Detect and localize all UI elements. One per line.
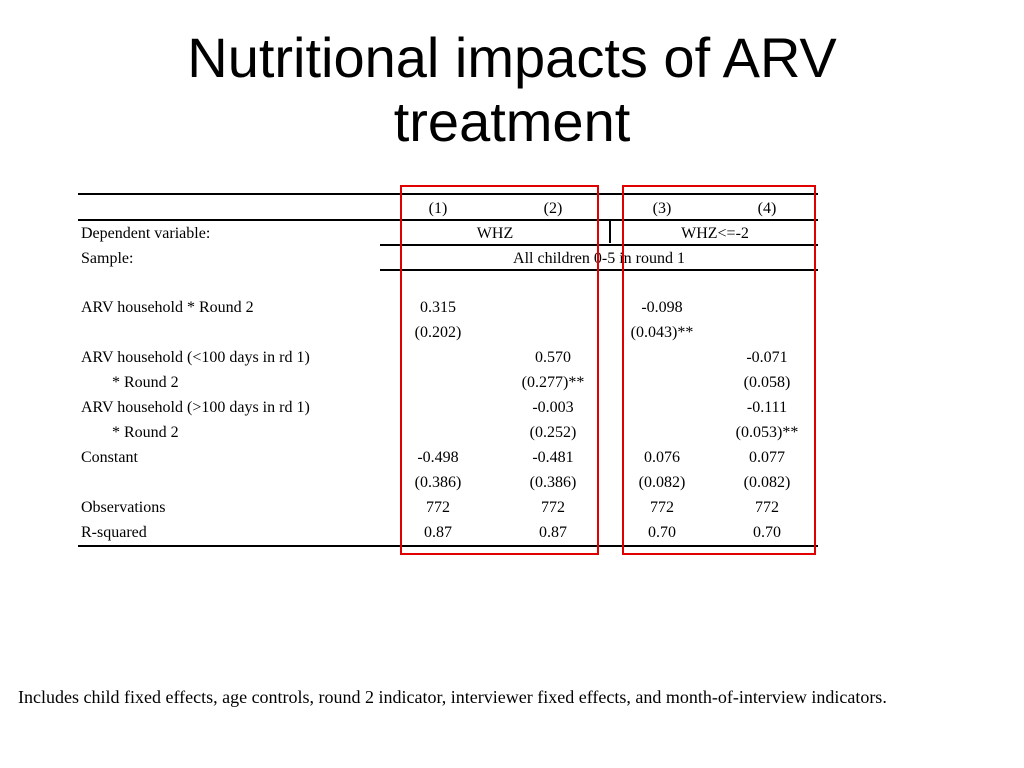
table-cell-col-2: -0.481 <box>532 449 574 466</box>
highlight-box-columns-1-2 <box>400 185 599 555</box>
dependent-variable-right: WHZ<=-2 <box>681 225 749 242</box>
table-cell-col-2: (0.277)** <box>521 374 585 391</box>
table-cell-col-4: (0.058) <box>743 374 791 391</box>
table-dependent-rule <box>380 244 818 246</box>
table-cell-col-3: 772 <box>650 499 674 516</box>
dependent-variable-label: Dependent variable: <box>81 225 211 242</box>
table-cell-col-3: 0.70 <box>648 524 676 541</box>
table-top-rule <box>78 193 818 195</box>
row-label: Observations <box>81 499 166 516</box>
table-cell-col-3: 0.076 <box>644 449 680 466</box>
column-number-1: (1) <box>428 200 448 217</box>
table-cell-col-4: -0.111 <box>746 399 788 416</box>
sample-label: Sample: <box>81 250 134 267</box>
table-cell-col-3: (0.043)** <box>630 324 694 341</box>
slide-title-line-1: Nutritional impacts of ARV <box>187 26 837 89</box>
column-number-2: (2) <box>543 200 563 217</box>
table-cell-col-3: -0.098 <box>641 299 683 316</box>
table-cell-col-1: -0.498 <box>417 449 459 466</box>
table-bottom-rule <box>78 545 818 547</box>
table-cell-col-1: (0.202) <box>414 324 462 341</box>
table-header-rule <box>78 219 818 221</box>
dependent-variable-left: WHZ <box>476 225 514 242</box>
row-label: * Round 2 <box>112 424 179 441</box>
table-cell-col-2: (0.252) <box>529 424 577 441</box>
table-cell-col-1: 0.87 <box>424 524 452 541</box>
table-cell-col-2: -0.003 <box>532 399 574 416</box>
table-cell-col-2: 0.570 <box>535 349 571 366</box>
footnote: Includes child fixed effects, age contro… <box>18 687 887 707</box>
table-cell-col-1: 0.315 <box>420 299 456 316</box>
table-cell-col-2: 0.87 <box>539 524 567 541</box>
slide-title: Nutritional impacts of ARV treatment <box>0 26 1024 154</box>
column-number-3: (3) <box>652 200 672 217</box>
row-label: ARV household (>100 days in rd 1) <box>81 399 310 416</box>
highlight-box-columns-3-4 <box>622 185 816 555</box>
table-cell-col-2: (0.386) <box>529 474 577 491</box>
table-cell-col-2: 772 <box>541 499 565 516</box>
table-cell-col-4: 0.70 <box>753 524 781 541</box>
table-cell-col-4: (0.082) <box>743 474 791 491</box>
sample-value: All children 0-5 in round 1 <box>513 250 685 267</box>
table-cell-col-4: (0.053)** <box>735 424 799 441</box>
column-number-4: (4) <box>757 200 777 217</box>
table-cell-col-4: 772 <box>755 499 779 516</box>
table-cell-col-3: (0.082) <box>638 474 686 491</box>
table-cell-col-1: 772 <box>426 499 450 516</box>
row-label: ARV household (<100 days in rd 1) <box>81 349 310 366</box>
table-cell-col-1: (0.386) <box>414 474 462 491</box>
row-label: Constant <box>81 449 138 466</box>
table-cell-col-4: 0.077 <box>749 449 785 466</box>
slide-title-line-2: treatment <box>393 90 631 153</box>
table-cell-col-4: -0.071 <box>746 349 788 366</box>
table-sample-rule <box>380 269 818 271</box>
row-label: R-squared <box>81 524 147 541</box>
table-column-divider <box>609 221 611 243</box>
row-label: ARV household * Round 2 <box>81 299 254 316</box>
row-label: * Round 2 <box>112 374 179 391</box>
